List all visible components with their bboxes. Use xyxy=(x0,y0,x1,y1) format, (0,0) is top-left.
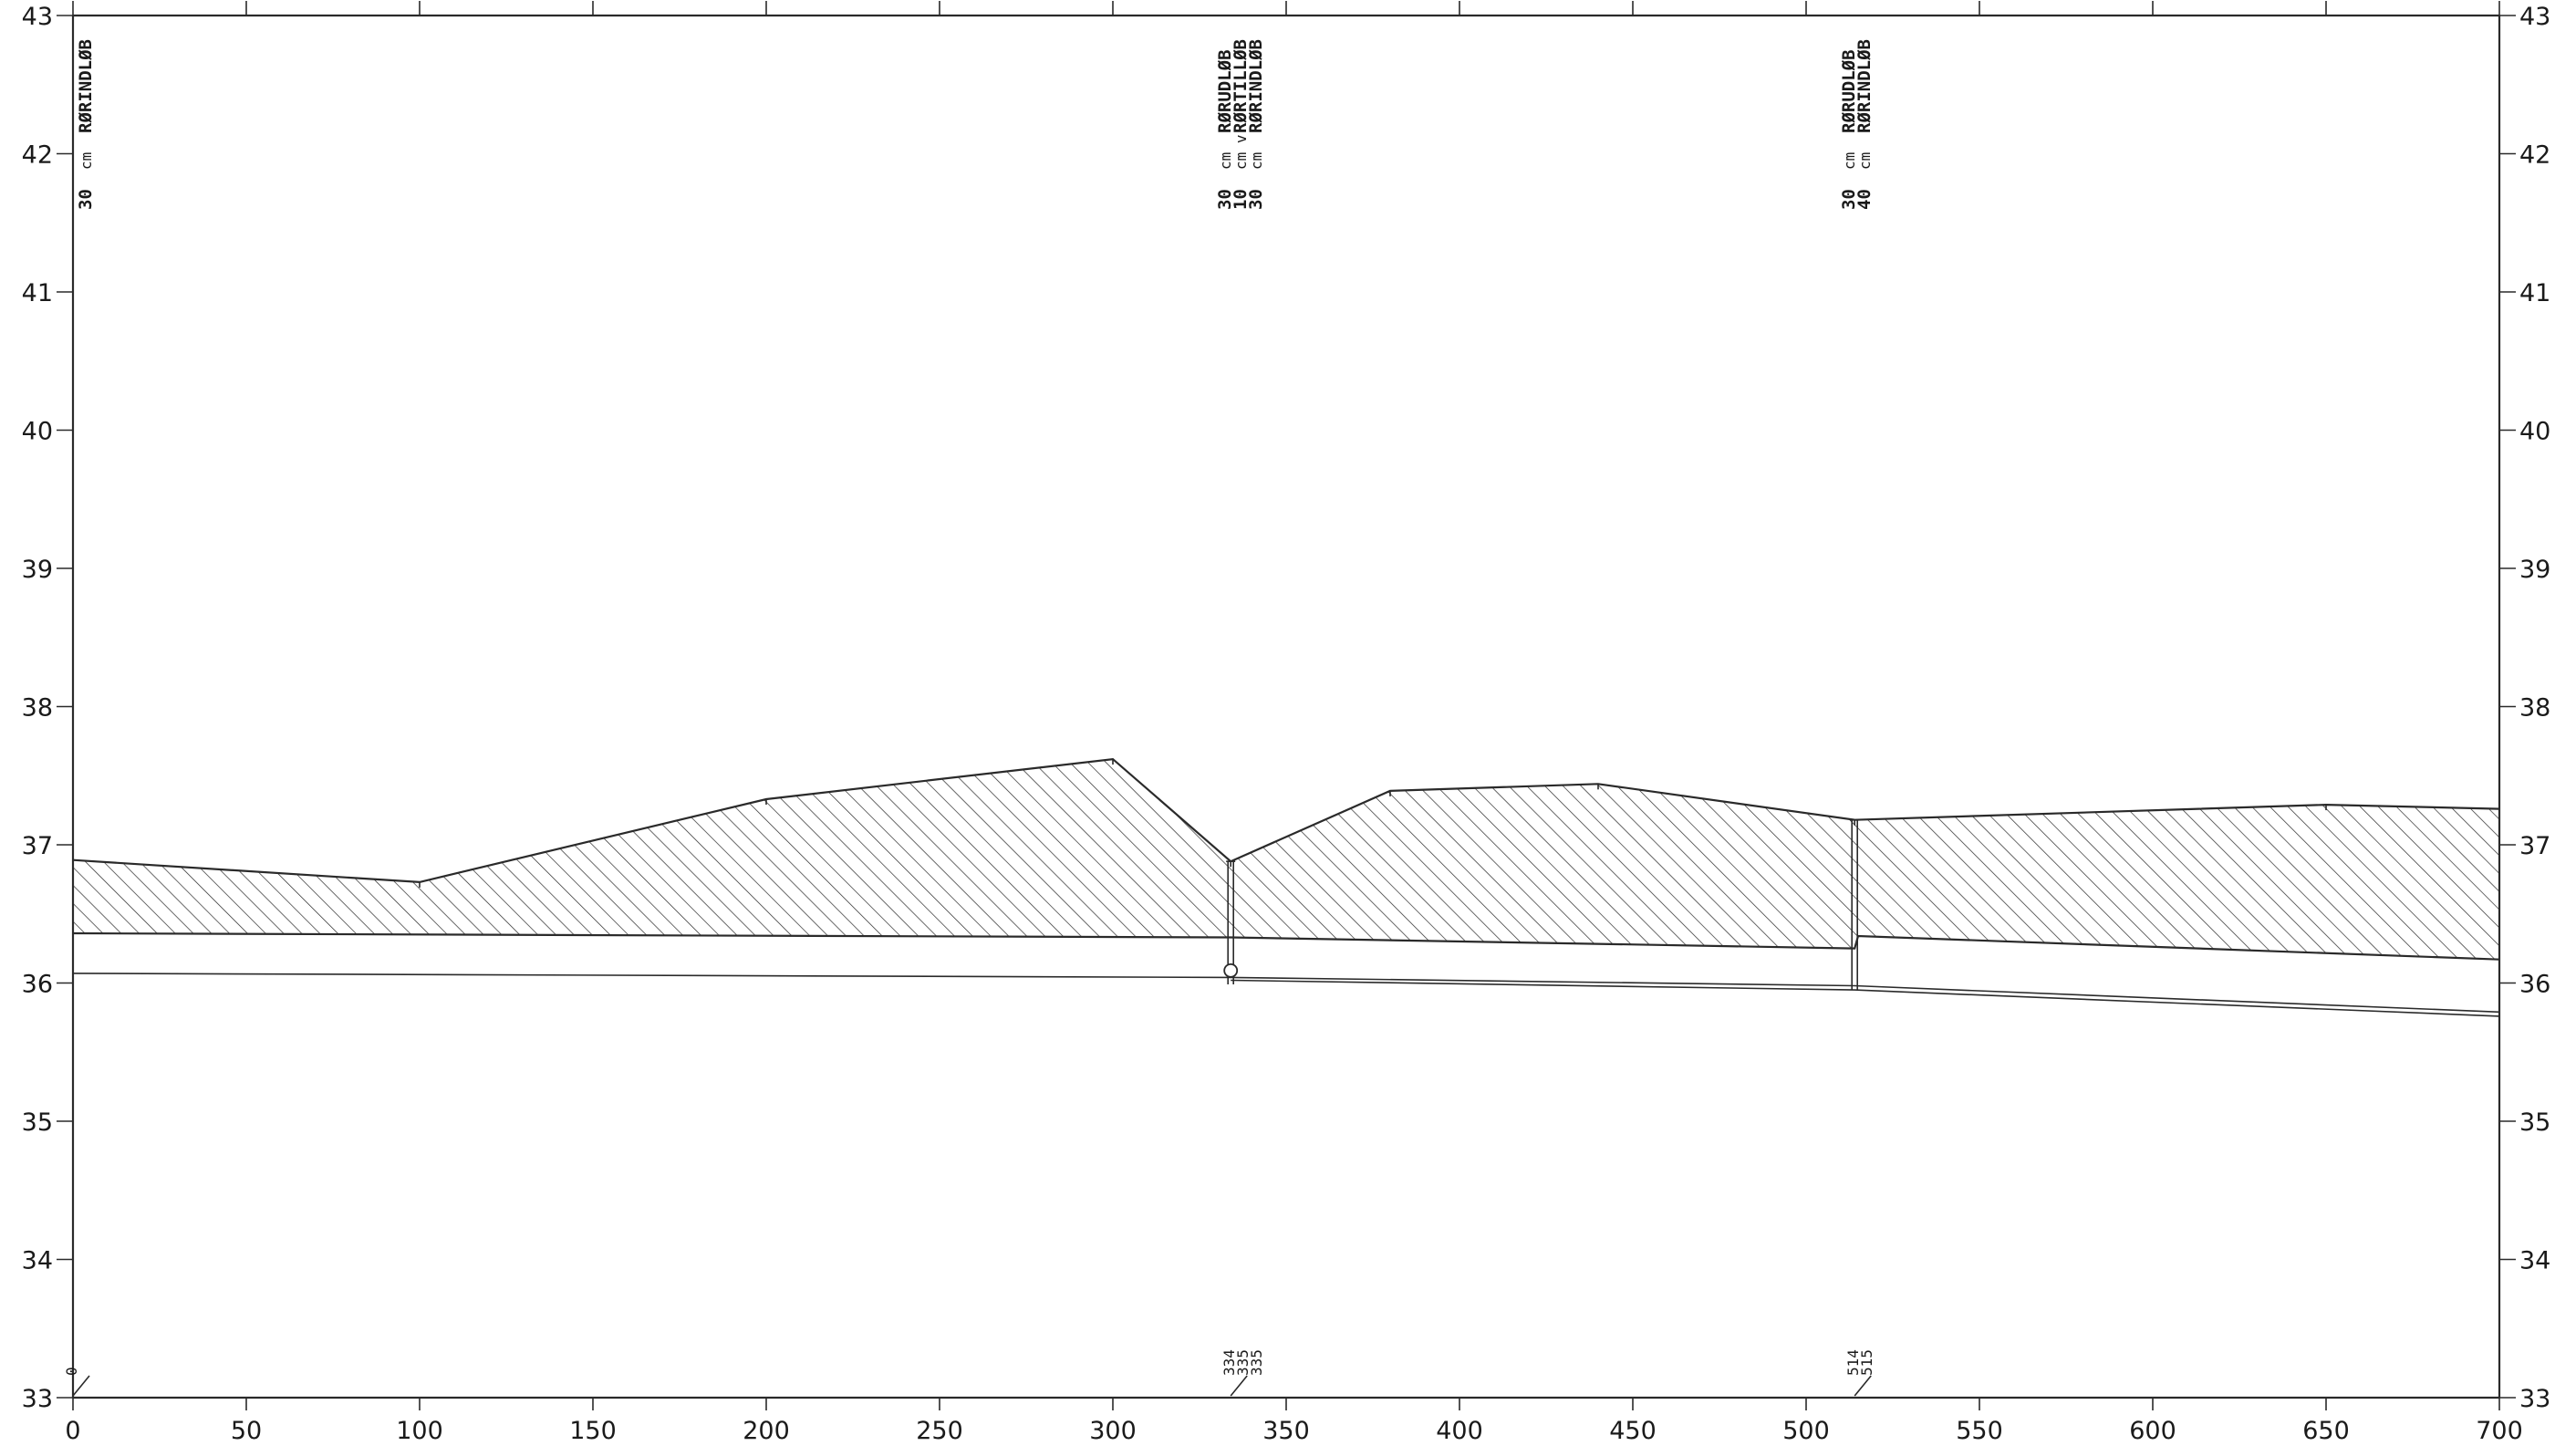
pipe-invert-upper-line xyxy=(72,973,2500,1014)
x-tick-label: 600 xyxy=(2129,1417,2176,1445)
y-tick-label-right: 41 xyxy=(2519,279,2550,307)
cover-bottom-line xyxy=(72,931,2500,961)
x-tick-label: 350 xyxy=(1262,1417,1310,1445)
axis-frame xyxy=(71,14,2501,1399)
annotation-size: 30 xyxy=(1246,189,1266,210)
x-tick-label: 400 xyxy=(1436,1417,1483,1445)
annotation-type: RØRINDLØB xyxy=(76,39,96,133)
pipe-inlet-circle xyxy=(1223,962,1239,978)
station-value: 334 xyxy=(1220,1349,1238,1376)
station-slash xyxy=(1230,1375,1248,1397)
y-tick-label-left: 40 xyxy=(22,418,53,446)
station-value: 0 xyxy=(63,1367,80,1376)
annotation-unit: cm v xyxy=(1232,134,1250,170)
y-tick-label-right: 34 xyxy=(2519,1247,2550,1275)
terrain-surface-line xyxy=(72,757,2500,884)
annotation-unit: cm xyxy=(1217,152,1234,170)
station-slash xyxy=(72,1375,90,1397)
hatched-cover-layer xyxy=(73,759,2499,960)
y-tick-label-right: 42 xyxy=(2519,141,2550,170)
annotation-type: RØRUDLØB xyxy=(1839,49,1859,133)
y-tick-label-right: 43 xyxy=(2519,3,2550,31)
annotation-size: 30 xyxy=(1215,189,1235,210)
x-tick-label: 500 xyxy=(1782,1417,1830,1445)
y-tick-label-right: 35 xyxy=(2519,1108,2550,1137)
y-tick-label-left: 42 xyxy=(22,141,53,170)
station-value: 335 xyxy=(1234,1349,1252,1376)
y-tick-label-right: 38 xyxy=(2519,694,2550,723)
station-label: 514 xyxy=(1844,1349,1862,1376)
axis-ticks: 0 50 100 150 200 250 300 350 400 450 500 550 600 650 7… xyxy=(22,1,2550,1445)
annotation-type: RØRUDLØB xyxy=(1215,49,1235,133)
annotation-size: 10 xyxy=(1231,189,1251,210)
station-value: 335 xyxy=(1248,1349,1265,1376)
annotations: 30 cm RØRINDLØB 30 cm RØRUDLØB 10 cm vRØRTILLØB… xyxy=(76,39,1875,210)
x-tick-label: 550 xyxy=(1956,1417,2003,1445)
annotation-unit: cm xyxy=(1841,152,1858,170)
x-tick-label: 300 xyxy=(1089,1417,1137,1445)
station-label: 334 xyxy=(1220,1349,1238,1376)
annotation-line: 30 cm RØRINDLØB xyxy=(1246,39,1266,210)
annotation-line: 30 cm RØRINDLØB xyxy=(76,39,96,210)
y-tick-label-left: 39 xyxy=(22,556,53,584)
x-tick-label: 450 xyxy=(1609,1417,1657,1445)
annotation-line: 30 cm RØRUDLØB xyxy=(1839,49,1859,210)
station-label: 335 xyxy=(1248,1349,1265,1376)
annotation-type: RØRTILLØB xyxy=(1231,39,1251,133)
y-tick-label-right: 33 xyxy=(2519,1385,2550,1413)
y-tick-label-right: 40 xyxy=(2519,418,2550,446)
annotation-type: RØRINDLØB xyxy=(1246,39,1266,133)
station-label: 335 xyxy=(1234,1349,1252,1376)
annotation-line: 40 cm RØRINDLØB xyxy=(1854,39,1875,210)
annotation-unit: cm xyxy=(78,152,95,170)
y-tick-label-right: 36 xyxy=(2519,971,2550,999)
x-tick-label: 100 xyxy=(396,1417,443,1445)
x-tick-label: 250 xyxy=(916,1417,963,1445)
y-tick-label-right: 39 xyxy=(2519,556,2550,584)
annotation-unit: cm xyxy=(1248,152,1265,170)
y-tick-label-left: 34 xyxy=(22,1247,53,1275)
station-value: 514 xyxy=(1844,1349,1862,1376)
annotation-size: 30 xyxy=(76,189,96,210)
y-tick-label-left: 36 xyxy=(22,971,53,999)
y-tick-label-left: 33 xyxy=(22,1385,53,1413)
annotation-type: RØRINDLØB xyxy=(1854,39,1875,133)
profile-lines xyxy=(72,757,2500,1017)
x-tick-label: 0 xyxy=(65,1417,80,1445)
annotation-unit: cm xyxy=(1856,152,1874,170)
y-tick-label-right: 37 xyxy=(2519,832,2550,860)
station-label: 515 xyxy=(1858,1349,1875,1376)
x-tick-label: 700 xyxy=(2476,1417,2523,1445)
y-tick-label-left: 35 xyxy=(22,1108,53,1137)
x-tick-label: 200 xyxy=(743,1417,790,1445)
station-label: 0 xyxy=(63,1367,80,1376)
y-tick-label-left: 38 xyxy=(22,694,53,723)
hatched-area xyxy=(73,759,2499,960)
station-value: 515 xyxy=(1858,1349,1875,1376)
x-tick-label: 150 xyxy=(569,1417,617,1445)
x-tick-label: 650 xyxy=(2302,1417,2350,1445)
station-slash xyxy=(1854,1375,1872,1397)
annotation-size: 30 xyxy=(1839,189,1859,210)
y-tick-label-left: 37 xyxy=(22,832,53,860)
y-tick-label-left: 41 xyxy=(22,279,53,307)
wells xyxy=(1223,818,1860,991)
annotation-line: 30 cm RØRUDLØB xyxy=(1215,49,1235,210)
annotation-size: 40 xyxy=(1854,189,1875,210)
x-tick-label: 50 xyxy=(231,1417,262,1445)
pipe-invert-lower-line xyxy=(1231,979,2500,1017)
y-tick-label-left: 43 xyxy=(22,3,53,31)
